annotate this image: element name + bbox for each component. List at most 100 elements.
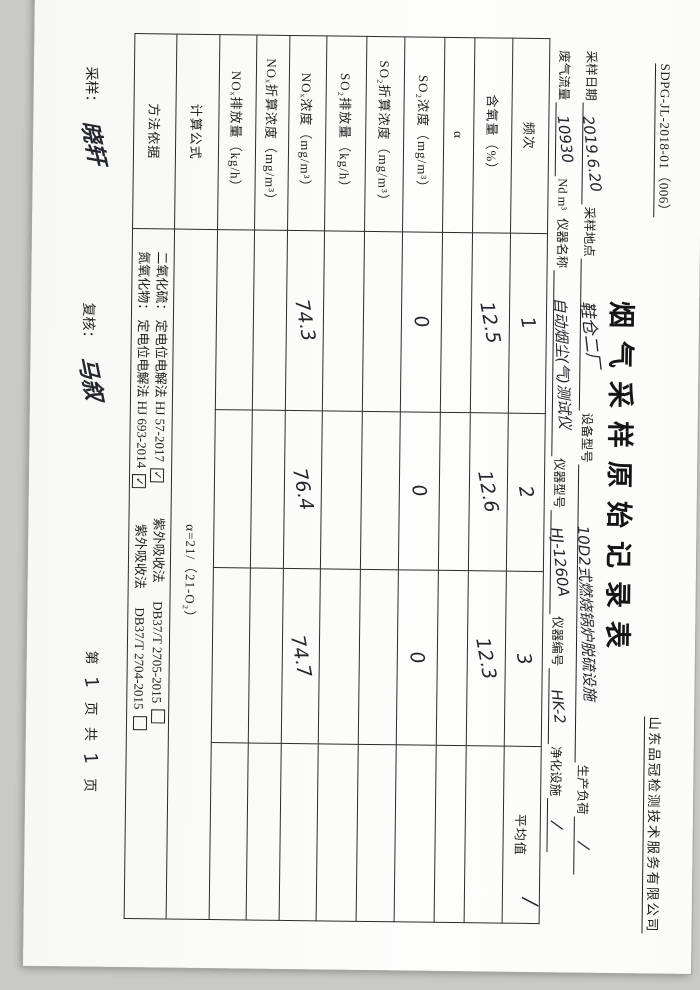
method-nox-electrolysis: 定电位电解法 HJ 693-2014 [134,319,152,469]
method-so2-standard: DB37/T 2705-2015 [149,601,166,704]
sampler-signature: 晓轩 [75,119,110,165]
cell-so2c-3: 0 [396,569,439,746]
reviewer-label: 复核： [79,302,96,345]
page-suffix: 页 [81,777,97,797]
page-number: 1 [79,673,104,694]
method-basis-cell: 二氧化硫： 定电位电解法 HJ 57-2017 ✓ 紫外吸收法 DB37/T 2… [124,228,175,920]
cell-noxc-avg [279,743,319,921]
production-load-value: / [574,841,594,850]
hw-frequency-1: 1 [516,315,540,332]
instrument-number-blank: HK-2 [547,668,569,745]
cell-so2p-1 [322,230,365,412]
row-label-method: 方法依据 [132,33,177,230]
reviewer-signature: 马叙 [72,355,107,401]
hw-frequency-3: 3 [511,650,536,667]
method-nox-group: 氮氧化物： [136,251,153,317]
cell-so2c-avg [394,744,437,923]
method-nox-standard: DB37/T 2704-2015 [131,607,148,710]
production-load-blank: / [573,816,594,875]
cell-so2z-1 [362,231,403,412]
cell-alpha-2 [438,412,471,571]
document-code: SDPG-JL-2018-01（006） [653,63,677,218]
row-label-formula: 计算公式 [174,34,220,230]
row-label-frequency: 频次 [510,38,550,234]
device-model-label: 设备型号 [579,412,594,463]
sampling-site-value: 鞋仓二厂 [576,299,604,370]
cell-alpha-avg [434,745,467,923]
hw-so2c-1: 0 [409,314,434,331]
page-prefix: 第 [82,650,98,669]
checkbox-nox-electrolysis: ✓ [132,474,147,489]
cell-so2p-2 [320,410,363,570]
cell-noxp-avg [209,742,249,920]
checkbox-nox-standard [133,715,148,730]
method-nox-uv: 紫外吸收法 [133,523,149,590]
row-label-nox-emission: NOₓ排放量（kg/h） [217,34,257,231]
instrument-model-value: HJ-1260A [547,526,573,598]
sampling-record-table: 频次 1 2 3 平均值 / 含氧量（%） 12.5 12.6 12.3 α S… [124,33,551,924]
cell-so2z-2 [360,411,401,570]
cell-so2p-3 [318,568,361,745]
page-mid: 页 共 [81,701,98,746]
cell-noxc-1: 74.3 [285,230,325,411]
flue-gas-flow-label: 废气流量 [556,50,572,101]
hw-so2c-3: 0 [405,649,430,666]
cell-oxygen-1: 12.5 [470,232,511,414]
sampling-site-label: 采样地点 [581,206,597,257]
sampler-field: 采样： 晓轩 [76,66,112,164]
hw-so2c-2: 0 [407,483,432,499]
instrument-name-label: 仪器名称 [554,218,570,269]
instrument-number-label: 仪器编号 [549,616,565,667]
hw-noxc-3: 74.7 [286,633,316,679]
cell-frequency-3: 3 [504,571,544,747]
purification-facility-label: 净化设施 [548,746,563,797]
cell-noxp-1 [215,229,255,411]
sampling-date-value: 2019.6.20 [578,114,606,193]
flue-gas-flow-value: 10930 [553,114,577,165]
instrument-model-label: 仪器型号 [551,458,567,509]
hw-oxygen-2: 12.6 [473,469,503,515]
hw-oxygen-3: 12.3 [471,635,501,682]
instrument-name-blank: 自动烟尘(气)测试仪 [551,270,574,457]
cell-frequency-2: 2 [506,413,546,572]
sampler-label: 采样： [82,66,99,109]
sampling-date-label: 采样日期 [583,50,599,101]
hw-frequency-2: 2 [513,484,538,501]
hw-noxc-1: 74.3 [290,297,320,344]
flow-unit: Nd m³ [555,178,570,211]
cell-noxz-1 [252,230,288,411]
cell-noxz-avg [246,743,282,921]
cell-so2c-1: 0 [400,231,443,413]
header-line-2: 废气流量 10930 Nd m³ 仪器名称 自动烟尘(气)测试仪 仪器型号 HJ… [545,50,577,936]
cell-average-header: 平均值 / [502,746,542,924]
cell-noxc-3: 74.7 [281,568,321,744]
cell-so2z-3 [358,569,399,745]
page-total: 1 [78,750,103,771]
row-label-nox-converted: NOₓ折算浓度（mg/m³） [254,35,290,231]
company-name: 山东品冠检测技术服务有限公司 [641,716,667,934]
cell-noxz-3 [248,568,284,744]
average-na-mark: / [518,898,542,906]
cell-so2p-avg [316,743,359,922]
production-load-label: 生产负荷 [574,764,590,815]
average-header-label: 平均值 [512,813,529,856]
hw-noxc-2: 76.4 [288,466,318,513]
row-label-oxygen: 含氧量（%） [472,37,513,234]
flue-gas-flow-blank: 10930 [553,102,577,177]
cell-noxp-2 [213,409,253,569]
method-so2-group: 二氧化硫： [154,251,171,317]
device-model-value: 10D2式燃烧锅炉脱硫设施 [573,525,599,702]
page-indicator: 第 1 页 共 1 页 [78,650,104,797]
device-model-blank: 10D2式燃烧锅炉脱硫设施 [573,464,599,763]
row-label-so2-emission: SO₂排放量（kg/h） [324,35,367,232]
method-so2-uv: 紫外吸收法 [151,517,168,583]
row-label-so2-converted: SO₂折算浓度（mg/m³） [364,36,405,232]
cell-oxygen-avg [464,745,505,924]
cell-oxygen-2: 12.6 [468,412,509,572]
purification-facility-value: / [547,821,568,830]
footer: 采样： 晓轩 复核： 马叙 第 1 页 共 1 页 [73,0,113,967]
cell-so2z-avg [356,744,397,922]
cell-noxc-2: 76.4 [283,410,323,569]
checkbox-so2-electrolysis: ✓ [150,468,165,483]
scanned-form-page: SDPG-JL-2018-01（006） 山东品冠检测技术服务有限公司 烟气采样… [23,0,700,974]
